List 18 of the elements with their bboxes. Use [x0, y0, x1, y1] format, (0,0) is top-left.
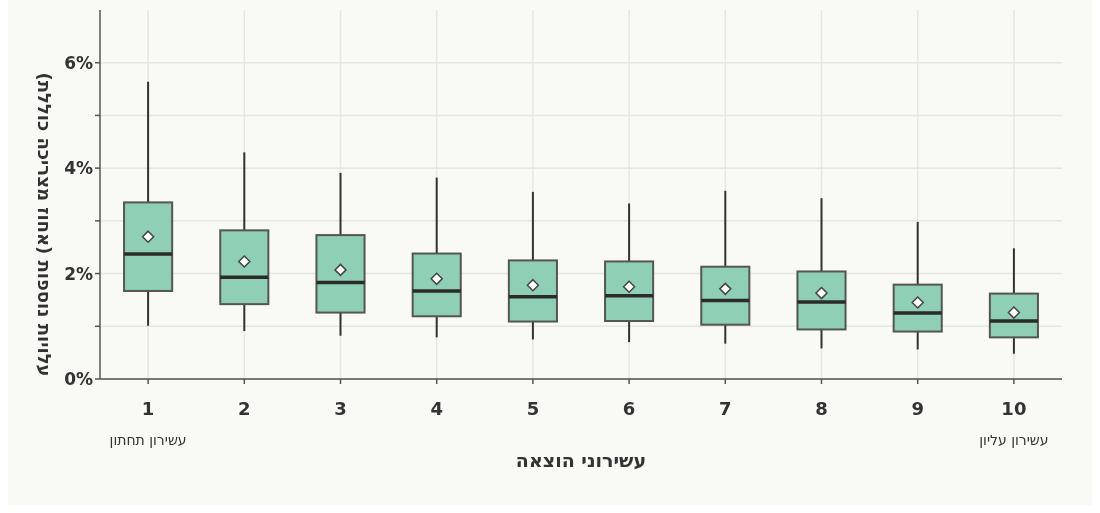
y-tick-label: 2%: [64, 263, 93, 284]
y-axis-title: עלויות נוספות (אחוז מצריכה כוללת): [34, 72, 55, 377]
x-tick-label: 3: [334, 398, 347, 419]
x-tick-label: 8: [815, 398, 828, 419]
y-tick-label: 4%: [64, 158, 93, 179]
x-tick-label: 9: [911, 398, 924, 419]
x-tick-label: 5: [526, 398, 540, 419]
x-tick-label: 4: [430, 398, 443, 419]
x-axis-title: עשירוני הוצאה: [515, 449, 647, 471]
x-tick-label: 10: [1001, 398, 1027, 419]
x-tick-label: 2: [238, 398, 251, 419]
y-tick-label: 6%: [64, 52, 93, 73]
text: עשירון עליון: [979, 432, 1049, 448]
x-tick-label: 6: [622, 398, 636, 419]
x-tick-label: 1: [141, 398, 155, 419]
y-tick-label: 0%: [64, 369, 93, 389]
x-tick-label: 7: [719, 398, 732, 419]
text: עשירון תחתון: [109, 432, 187, 448]
